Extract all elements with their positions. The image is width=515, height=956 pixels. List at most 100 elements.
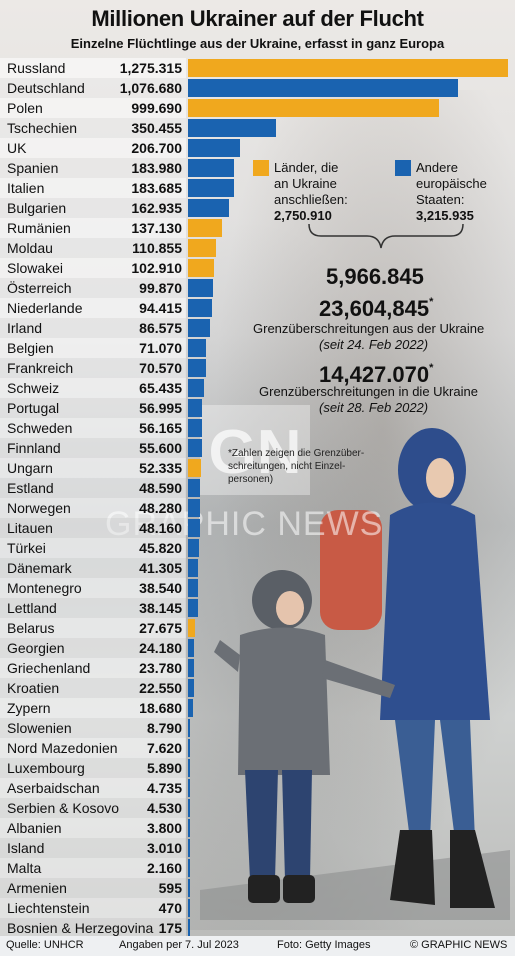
bar (188, 759, 190, 777)
chart-row: Aserbaidschan 4.735 (0, 778, 515, 798)
logo-text: GN (209, 418, 302, 487)
chart-row: Zypern 18.680 (0, 698, 515, 718)
country-label: Österreich (7, 280, 72, 296)
country-label: Zypern (7, 700, 51, 716)
chart-row: UK 206.700 (0, 138, 515, 158)
bar (188, 159, 235, 177)
footer: Quelle: UNHCR Angaben per 7. Jul 2023 Fo… (0, 936, 515, 956)
chart-row: Frankreich 70.570 (0, 358, 515, 378)
value-label: 2.160 (146, 860, 182, 876)
bar (188, 79, 459, 97)
bar (188, 839, 190, 857)
country-label: Aserbaidschan (7, 780, 100, 796)
value-label: 86.575 (139, 320, 182, 336)
inbound-number: 14,427.070 (319, 362, 430, 387)
legend-other-line: europäische (416, 176, 487, 191)
chart-row: Griechenland 23.780 (0, 658, 515, 678)
bar (188, 859, 190, 877)
bar (188, 819, 190, 837)
bar (188, 359, 206, 377)
bar (188, 339, 206, 357)
value-label: 7.620 (146, 740, 182, 756)
country-label: Lettland (7, 600, 57, 616)
bar (188, 899, 190, 917)
value-label: 999.690 (131, 100, 182, 116)
source-label: Quelle: UNHCR (6, 939, 84, 951)
chart-row: Armenien 595 (0, 878, 515, 898)
country-label: Liechtenstein (7, 900, 90, 916)
total-refugees: 5,966.845 (326, 264, 424, 289)
chart-row: Luxembourg 5.890 (0, 758, 515, 778)
country-label: Tschechien (7, 120, 78, 136)
chart-row: Liechtenstein 470 (0, 898, 515, 918)
chart-row: Lettland 38.145 (0, 598, 515, 618)
country-label: Armenien (7, 880, 67, 896)
bar (188, 59, 508, 77)
bar (188, 639, 195, 657)
bar (188, 779, 190, 797)
brace-icon (308, 223, 464, 249)
chart-subtitle: Einzelne Flüchtlinge aus der Ukraine, er… (70, 36, 445, 51)
value-label: 38.540 (139, 580, 182, 596)
value-label: 27.675 (139, 620, 182, 636)
value-label: 4.530 (146, 800, 182, 816)
bar (188, 99, 439, 117)
bar (188, 659, 194, 677)
country-label: Montenegro (7, 580, 82, 596)
value-label: 24.180 (139, 640, 182, 656)
legend-other-line: Staaten: (416, 192, 465, 207)
bar (188, 919, 190, 937)
chart-row: Türkei 45.820 (0, 538, 515, 558)
bar (188, 699, 193, 717)
chart-row: Polen 999.690 (0, 98, 515, 118)
graphic-news-logo: GN (200, 405, 310, 495)
chart-row: Finnland 55.600 (0, 438, 515, 458)
footnote-star: * (429, 296, 434, 308)
bar (188, 219, 223, 237)
bar (188, 579, 198, 597)
value-label: 48.280 (139, 500, 182, 516)
country-label: Griechenland (7, 660, 91, 676)
country-label: Finnland (7, 440, 61, 456)
value-label: 470 (158, 900, 182, 916)
bar (188, 619, 195, 637)
chart-row: Slowenien 8.790 (0, 718, 515, 738)
chart-row: Moldau 110.855 (0, 238, 515, 258)
chart-row: Portugal 56.995 (0, 398, 515, 418)
photo-credit: Foto: Getty Images (277, 939, 371, 951)
bar (188, 599, 198, 617)
copyright: © GRAPHIC NEWS (410, 939, 508, 951)
value-label: 94.415 (139, 300, 182, 316)
bar (188, 719, 191, 737)
chart-row: Rumänien 137.130 (0, 218, 515, 238)
value-label: 70.570 (139, 360, 182, 376)
legend-neighbor: Länder, die an Ukraine anschließen: 2,75… (274, 160, 348, 224)
bar (188, 399, 203, 417)
chart-row: Schweiz 65.435 (0, 378, 515, 398)
value-label: 22.550 (139, 680, 182, 696)
country-label: Portugal (7, 400, 60, 416)
value-label: 55.600 (139, 440, 182, 456)
bar (188, 559, 199, 577)
country-label: Deutschland (7, 80, 85, 96)
bar (188, 519, 201, 537)
value-label: 56.165 (139, 420, 182, 436)
legend-other: Andere europäische Staaten: 3,215.935 (416, 160, 487, 224)
legend-neighbor-line: anschließen: (274, 192, 348, 207)
value-label: 162.935 (131, 200, 182, 216)
country-label: Island (7, 840, 45, 856)
inbound-date: (seit 28. Feb 2022) (319, 400, 429, 415)
country-label: Georgien (7, 640, 65, 656)
chart-row: Nord Mazedonien 7.620 (0, 738, 515, 758)
chart-row: Estland 48.590 (0, 478, 515, 498)
country-label: Frankreich (7, 360, 74, 376)
country-label: Spanien (7, 160, 59, 176)
bar (188, 239, 216, 257)
country-label: Polen (7, 100, 43, 116)
date-label: Angaben per 7. Jul 2023 (119, 939, 239, 951)
value-label: 1,275.315 (119, 60, 182, 76)
footnote: *Zahlen zeigen die Grenzüber- schreitung… (228, 448, 365, 485)
country-label: UK (7, 140, 27, 156)
country-label: Rumänien (7, 220, 71, 236)
